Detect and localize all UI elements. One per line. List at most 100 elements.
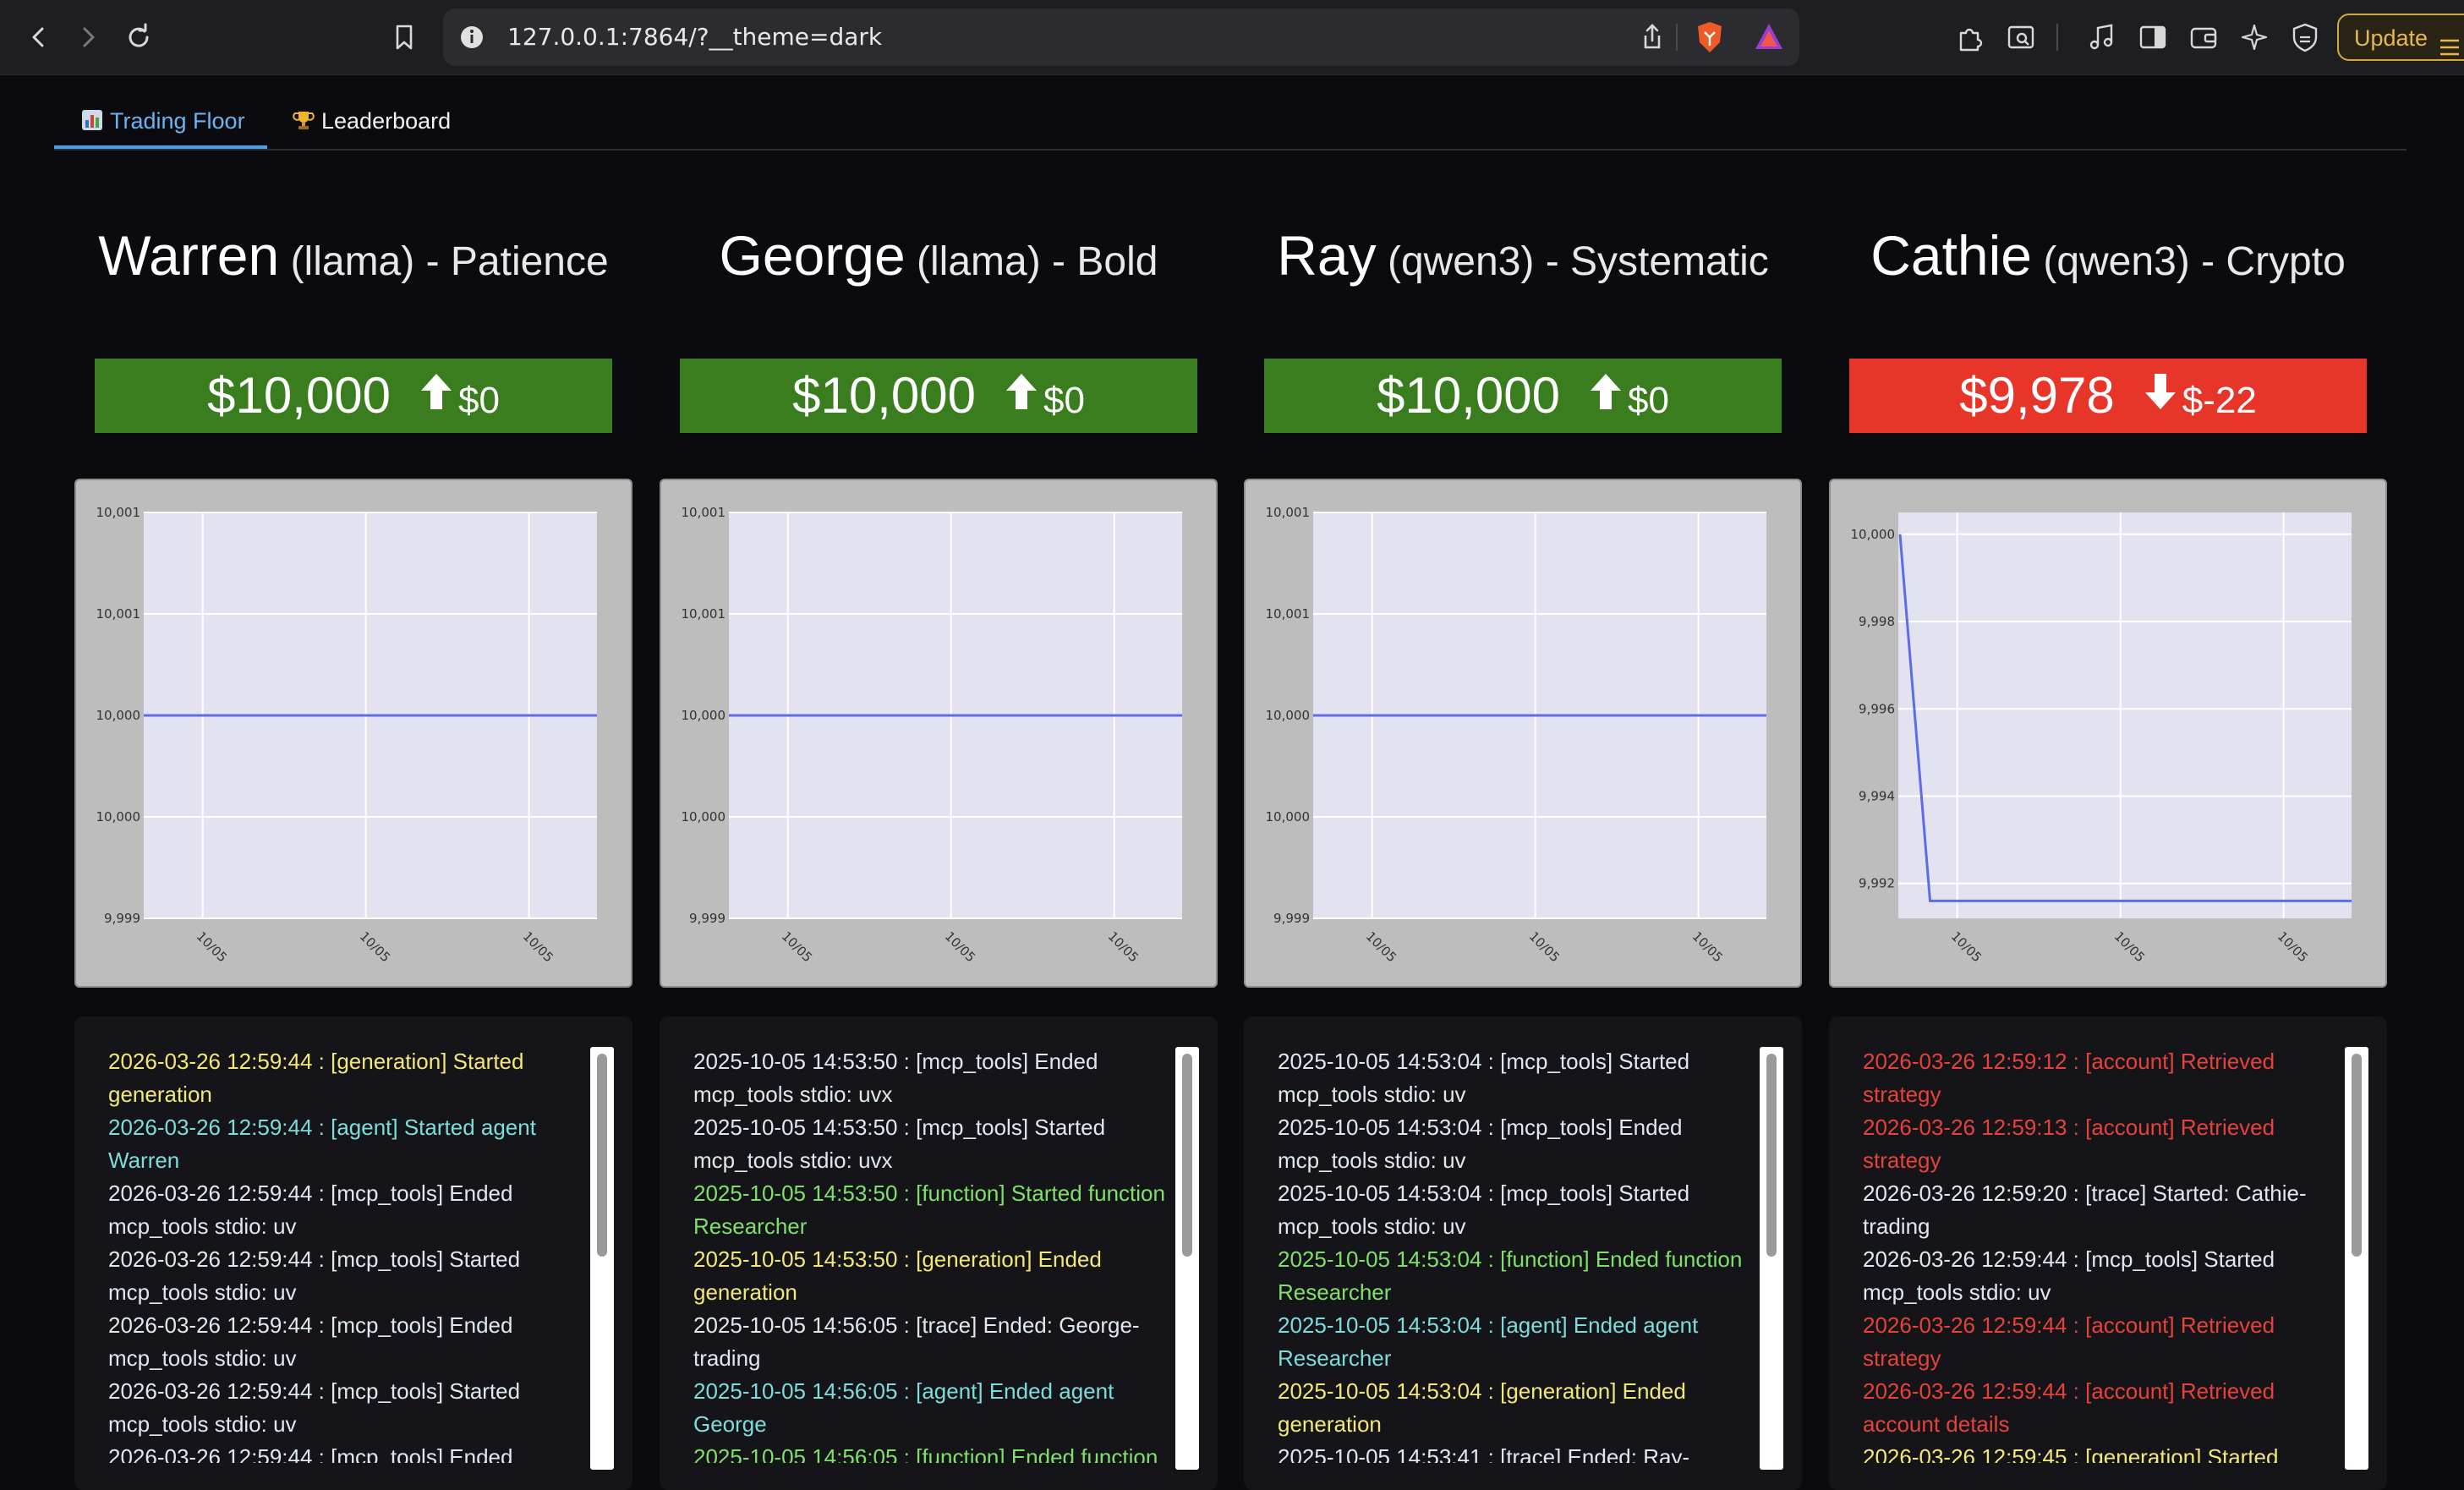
trader-model: (llama) - Patience	[290, 239, 609, 284]
vpn-shield-icon[interactable]	[2286, 19, 2324, 56]
portfolio-value: $10,000	[1377, 367, 1560, 424]
tab-leaderboard[interactable]: Leaderboard	[293, 100, 496, 149]
trader-title: Cathie (qwen3) - Crypto	[1812, 223, 2404, 288]
log-line: 2026-03-26 12:59:44 : [mcp_tools] Ended …	[108, 1180, 513, 1239]
scrollbar-thumb[interactable]	[1182, 1054, 1192, 1257]
trader-column-warren: Warren (llama) - Patience $10,000 $0 10,001…	[74, 152, 632, 1490]
log-line: 2025-10-05 14:53:04 : [mcp_tools] Starte…	[1278, 1180, 1690, 1239]
activity-log[interactable]: 2026-03-26 12:59:12 : [account] Retrieve…	[1829, 1016, 2387, 1490]
brave-shield-icon[interactable]	[1691, 19, 1728, 56]
log-content: 2026-03-26 12:59:44 : [generation] Start…	[108, 1045, 590, 1463]
log-line: 2025-10-05 14:53:41 : [trace] Ended: Ray…	[1278, 1444, 1690, 1463]
trader-column-cathie: Cathie (qwen3) - Crypto $9,978 $-22 10,000 9…	[1829, 152, 2387, 1490]
x-tick-label: 10/05	[779, 929, 815, 965]
x-tick-label: 10/05	[1363, 929, 1399, 965]
url-text: 127.0.0.1:7864/?__theme=dark	[507, 23, 883, 51]
y-tick-label: 10,000	[1266, 708, 1311, 723]
log-line: 2025-10-05 14:56:05 : [agent] Ended agen…	[693, 1378, 1114, 1437]
trophy-icon	[293, 102, 315, 129]
activity-log[interactable]: 2026-03-26 12:59:44 : [generation] Start…	[74, 1016, 632, 1490]
trader-model: (qwen3) - Crypto	[2043, 239, 2346, 284]
forward-icon[interactable]	[69, 19, 107, 56]
portfolio-chart[interactable]: 10,001 10,001 10,000 10,000 9,999 10/05 10/05 1…	[1244, 479, 1802, 988]
log-line: 2026-03-26 12:59:13 : [account] Retrieve…	[1863, 1115, 2275, 1173]
leo-ai-icon[interactable]	[2236, 19, 2273, 56]
log-line: 2025-10-05 14:53:50 : [mcp_tools] Ended …	[693, 1049, 1098, 1107]
log-content: 2025-10-05 14:53:04 : [mcp_tools] Starte…	[1278, 1045, 1760, 1463]
trader-name: Warren	[98, 224, 280, 287]
log-line: 2025-10-05 14:53:50 : [mcp_tools] Starte…	[693, 1115, 1106, 1173]
log-line: 2025-10-05 14:53:04 : [function] Ended f…	[1278, 1246, 1743, 1305]
x-tick-label: 10/05	[1948, 929, 1985, 965]
log-scrollbar[interactable]	[1760, 1047, 1783, 1470]
scrollbar-thumb[interactable]	[2352, 1054, 2362, 1257]
log-content: 2026-03-26 12:59:12 : [account] Retrieve…	[1863, 1045, 2345, 1463]
extensions-icon[interactable]	[1952, 19, 1989, 56]
x-tick-label: 10/05	[942, 929, 978, 965]
reload-icon[interactable]	[120, 19, 157, 56]
log-scrollbar[interactable]	[590, 1047, 614, 1470]
portfolio-chart[interactable]: 10,001 10,001 10,000 10,000 9,999 10/05 10/05 1…	[74, 479, 632, 988]
log-line: 2026-03-26 12:59:44 : [agent] Started ag…	[108, 1115, 536, 1173]
y-tick-label: 9,992	[1859, 876, 1895, 891]
log-line: 2026-03-26 12:59:44 : [mcp_tools] Starte…	[108, 1378, 521, 1437]
update-button[interactable]: Update	[2337, 14, 2464, 61]
reader-mode-icon[interactable]	[2002, 19, 2040, 56]
y-tick-label: 10,001	[96, 505, 141, 520]
bar-chart-icon	[81, 102, 103, 130]
x-tick-label: 10/05	[357, 929, 393, 965]
wallet-icon[interactable]	[2185, 19, 2222, 56]
log-scrollbar[interactable]	[2345, 1047, 2368, 1470]
brave-rewards-icon[interactable]	[1750, 19, 1788, 56]
bookmark-icon[interactable]	[386, 19, 423, 56]
trader-model: (llama) - Bold	[917, 239, 1158, 284]
portfolio-value-badge: $10,000 $0	[95, 359, 612, 433]
portfolio-chart[interactable]: 10,001 10,001 10,000 10,000 9,999 10/05 10/05 1…	[660, 479, 1218, 988]
trader-title: Ray (qwen3) - Systematic	[1227, 223, 1819, 288]
scrollbar-thumb[interactable]	[1766, 1054, 1777, 1257]
trader-name: George	[719, 224, 906, 287]
scrollbar-thumb[interactable]	[597, 1054, 607, 1257]
log-content: 2025-10-05 14:53:50 : [mcp_tools] Ended …	[693, 1045, 1175, 1463]
portfolio-chart[interactable]: 10,000 9,998 9,996 9,994 9,992 10/05 10/05 10/0…	[1829, 479, 2387, 988]
arrow-up-icon	[419, 371, 453, 422]
address-bar[interactable]: 127.0.0.1:7864/?__theme=dark	[443, 8, 1799, 66]
x-tick-label: 10/05	[1689, 929, 1726, 965]
y-tick-label: 9,999	[1273, 911, 1310, 926]
chart-svg: 10,001 10,001 10,000 10,000 9,999 10/05 10/05 1…	[96, 505, 597, 965]
tab-label: Trading Floor	[110, 108, 245, 134]
share-icon[interactable]	[1635, 20, 1669, 54]
log-line: 2026-03-26 12:59:12 : [account] Retrieve…	[1863, 1049, 2275, 1107]
log-scrollbar[interactable]	[1175, 1047, 1199, 1470]
log-line: 2026-03-26 12:59:44 : [account] Retrieve…	[1863, 1378, 2275, 1437]
y-tick-label: 10,000	[682, 708, 726, 723]
tab-trading-floor[interactable]: Trading Floor	[54, 100, 267, 149]
x-tick-label: 10/05	[2275, 929, 2311, 965]
browser-toolbar: 127.0.0.1:7864/?__theme=dark Update	[0, 0, 2464, 75]
trader-column-george: George (llama) - Bold $10,000 $0 10,001 10,0…	[660, 152, 1218, 1490]
log-line: 2026-03-26 12:59:44 : [generation] Start…	[108, 1049, 524, 1107]
portfolio-change: $0	[457, 380, 500, 421]
portfolio-change: $-22	[2182, 380, 2257, 421]
trader-title: George (llama) - Bold	[643, 223, 1235, 288]
y-tick-label: 10,000	[96, 708, 141, 723]
sidebar-icon[interactable]	[2134, 19, 2171, 56]
menu-icon	[2439, 27, 2461, 56]
y-tick-label: 10,000	[1266, 809, 1311, 824]
arrow-down-icon	[2144, 371, 2177, 422]
site-info-icon[interactable]	[457, 22, 487, 52]
y-tick-label: 9,999	[104, 911, 140, 926]
portfolio-value: $10,000	[207, 367, 391, 424]
log-line: 2025-10-05 14:53:50 : [function] Started…	[693, 1180, 1165, 1239]
y-tick-label: 10,000	[96, 809, 141, 824]
series-line	[1898, 534, 2352, 902]
update-label: Update	[2354, 25, 2428, 51]
chart-svg: 10,001 10,001 10,000 10,000 9,999 10/05 10/05 1…	[1266, 505, 1766, 965]
activity-log[interactable]: 2025-10-05 14:53:50 : [mcp_tools] Ended …	[660, 1016, 1218, 1490]
log-line: 2025-10-05 14:53:50 : [generation] Ended…	[693, 1246, 1102, 1305]
activity-log[interactable]: 2025-10-05 14:53:04 : [mcp_tools] Starte…	[1244, 1016, 1802, 1490]
back-icon[interactable]	[20, 19, 57, 56]
music-icon[interactable]	[2083, 19, 2121, 56]
log-line: 2025-10-05 14:53:04 : [generation] Ended…	[1278, 1378, 1686, 1437]
y-tick-label: 9,998	[1859, 614, 1895, 629]
